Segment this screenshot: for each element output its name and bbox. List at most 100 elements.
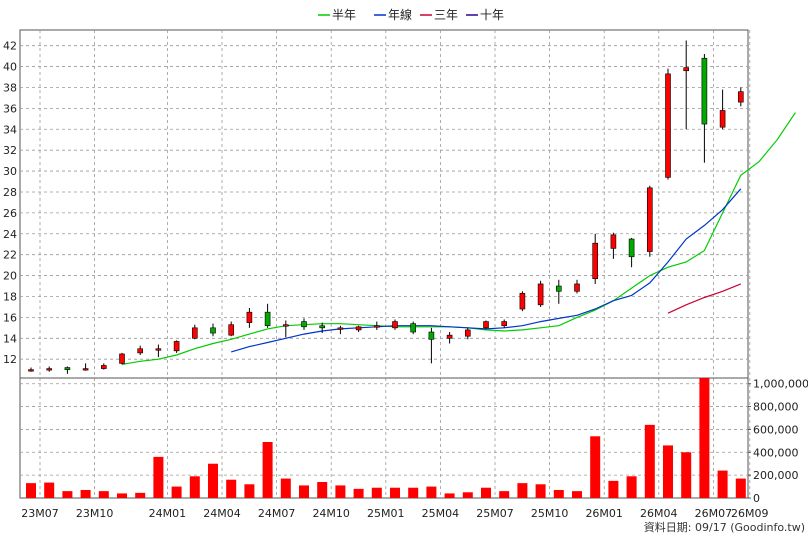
chart-legend: 半年 年線 三年 十年 <box>318 7 504 22</box>
candle-body <box>646 187 653 252</box>
volume-bar <box>590 436 601 498</box>
candle-body <box>428 331 435 340</box>
moving-average-line <box>231 188 742 353</box>
volume-bar <box>699 378 710 498</box>
candle-body <box>355 326 362 331</box>
candle-body <box>574 283 580 292</box>
candle-body <box>719 110 726 128</box>
volume-bar <box>717 470 728 498</box>
price-tick-label: 26 <box>3 207 17 220</box>
legend-label: 年線 <box>388 7 412 22</box>
price-tick-label: 42 <box>3 40 17 53</box>
price-tick-label: 40 <box>3 61 17 74</box>
x-tick-label: 26M04 <box>640 507 678 520</box>
candle-body <box>28 369 34 372</box>
x-tick-label: 25M01 <box>367 507 405 520</box>
volume-bar <box>663 445 673 498</box>
candle-body <box>373 325 380 328</box>
volume-bar <box>481 487 491 498</box>
candle-body <box>446 334 453 339</box>
volume-tick-label: 400,000 <box>753 446 799 459</box>
volume-bar <box>171 486 182 498</box>
candle-body <box>410 323 417 333</box>
x-tick-label: 23M10 <box>76 507 114 520</box>
volume-bar <box>226 479 237 498</box>
candle-body <box>210 327 216 334</box>
volume-bar <box>153 456 164 498</box>
volume-bar <box>572 491 582 498</box>
candle-body <box>610 234 617 249</box>
price-tick-label: 18 <box>3 290 17 303</box>
volume-bar <box>62 491 73 498</box>
price-tick-label: 34 <box>3 123 17 136</box>
volume-bar <box>98 491 109 498</box>
volume-bar <box>280 478 291 498</box>
candle-body <box>192 327 198 339</box>
legend-label: 三年 <box>434 8 458 22</box>
volume-bar <box>390 487 400 498</box>
candle-body <box>64 367 71 370</box>
volume-bar <box>735 478 746 498</box>
candle-body <box>155 348 162 351</box>
candle-body <box>537 283 544 306</box>
x-tick-label: 24M04 <box>203 507 241 520</box>
legend-label: 十年 <box>480 8 504 22</box>
volume-bar <box>499 491 510 498</box>
candle-body <box>137 348 143 354</box>
volume-bar <box>299 485 309 498</box>
candle-body <box>701 57 708 125</box>
volume-bar <box>353 488 364 498</box>
volume-bar <box>426 486 437 498</box>
candle-body <box>101 365 107 369</box>
volume-tick-label: 600,000 <box>753 423 799 436</box>
volume-bar <box>644 424 655 498</box>
volume-bar <box>608 480 619 498</box>
x-tick-label: 26M07 <box>695 507 733 520</box>
candle-body <box>737 91 744 103</box>
volume-bar <box>44 482 55 498</box>
candle-body <box>483 321 489 329</box>
volume-bar <box>462 492 473 498</box>
candle-body <box>82 368 89 371</box>
volume-tick-label: 800,000 <box>753 401 799 414</box>
x-tick-label: 25M10 <box>531 507 569 520</box>
price-tick-label: 12 <box>3 353 17 366</box>
price-tick-label: 32 <box>3 144 17 157</box>
candle-body <box>555 285 562 292</box>
volume-bar <box>626 476 637 498</box>
price-tick-label: 16 <box>3 311 17 324</box>
volume-bar <box>26 483 36 498</box>
x-tick-label: 26M01 <box>585 507 623 520</box>
price-tick-label: 38 <box>3 81 17 94</box>
candle-body <box>392 321 398 329</box>
price-tick-label: 30 <box>3 165 17 178</box>
candle-body <box>628 238 635 258</box>
moving-average-line <box>667 283 742 314</box>
candle-body <box>173 341 180 352</box>
volume-bar <box>371 487 382 498</box>
price-tick-label: 24 <box>3 228 17 241</box>
volume-bar <box>408 487 419 498</box>
volume-bar <box>444 493 455 498</box>
candle-body <box>501 321 508 327</box>
price-tick-label: 14 <box>3 332 17 345</box>
volume-tick-label: 1,000,000 <box>753 378 808 391</box>
volume-bar <box>535 484 546 498</box>
candle-body <box>519 293 526 310</box>
candle-body <box>665 73 671 178</box>
volume-bar <box>517 483 528 498</box>
volume-bar <box>553 490 564 498</box>
volume-bar <box>208 463 218 498</box>
volume-bar <box>262 442 273 498</box>
price-panel: 12 14 16 18 20 22 24 26 28 30 32 34 36 38 40 42 <box>3 29 796 498</box>
price-tick-label: 36 <box>3 102 17 115</box>
candle-body <box>119 353 125 364</box>
volume-bar <box>135 492 146 498</box>
volume-tick-label: 200,000 <box>753 469 799 482</box>
volume-bar <box>317 482 328 498</box>
x-tick-label: 23M07 <box>21 507 59 520</box>
x-tick-label: 24M10 <box>312 507 350 520</box>
candle-body <box>464 329 471 337</box>
